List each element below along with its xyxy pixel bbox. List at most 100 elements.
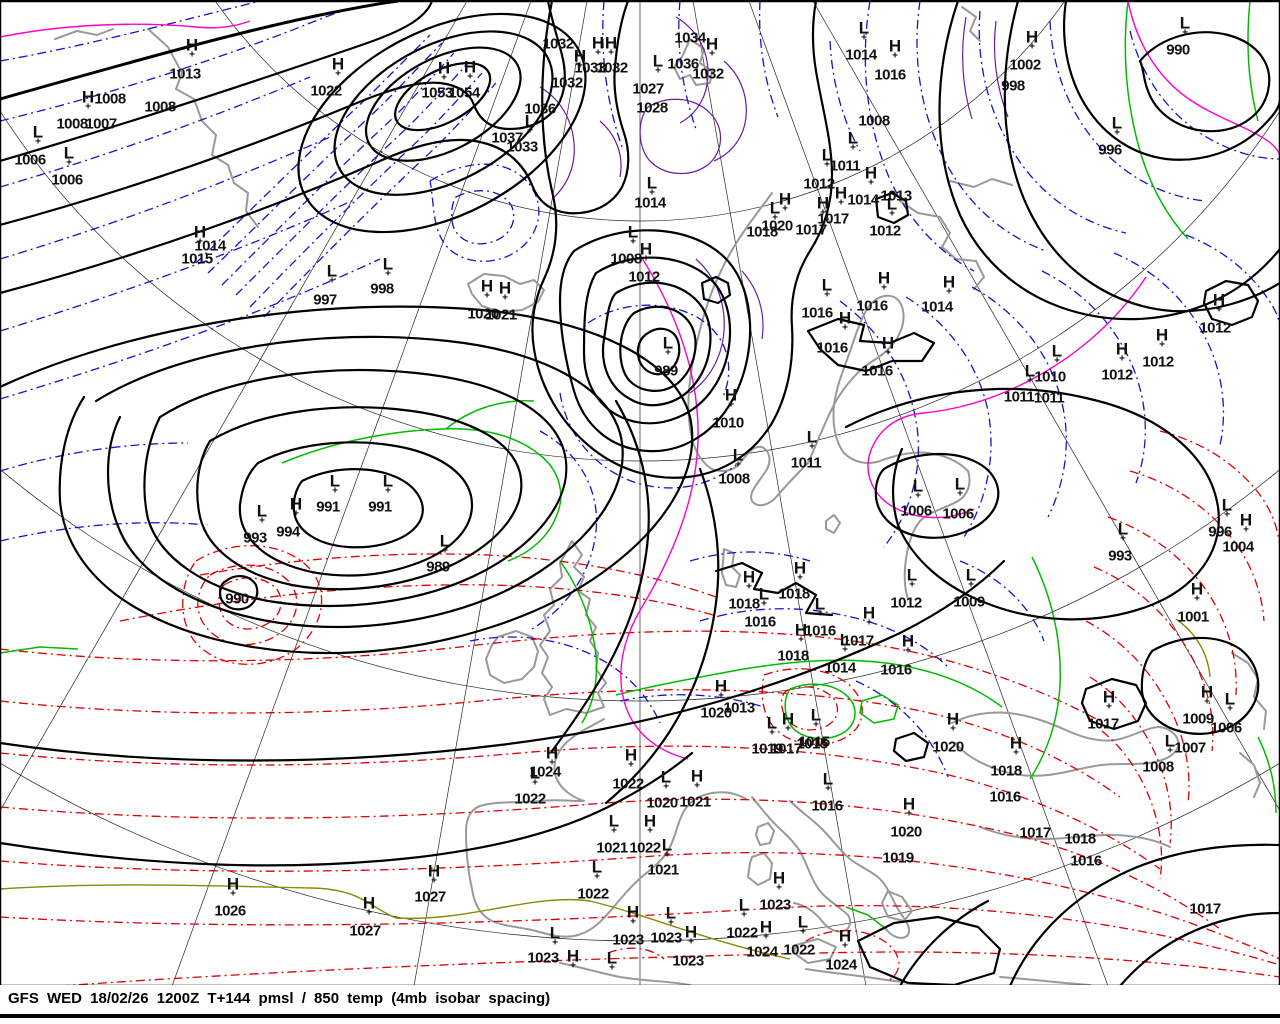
pressure-value: 1014 <box>824 659 856 677</box>
pressure-value: 993 <box>243 529 267 547</box>
high-marker: H + <box>566 946 580 972</box>
center-cross: + <box>655 65 661 77</box>
pressure-value: 1006 <box>1210 719 1242 737</box>
high-marker: H + <box>946 709 960 735</box>
low-marker: L + <box>1117 519 1129 545</box>
high-marker: H + <box>1212 290 1226 316</box>
pressure-value: 1032 <box>542 35 574 53</box>
center-cross: + <box>915 490 921 502</box>
pressure-value: 1012 <box>1101 366 1133 384</box>
pressure-value: 1018 <box>778 585 810 603</box>
pressure-value: 1004 <box>1222 538 1254 556</box>
center-cross: + <box>842 322 848 334</box>
pressure-value: 1007 <box>1174 739 1206 757</box>
pressure-value: 1008 <box>718 470 750 488</box>
high-marker: H + <box>862 603 876 629</box>
center-cross: + <box>442 545 448 557</box>
pressure-value: 994 <box>276 523 300 541</box>
high-marker: H + <box>1025 27 1039 53</box>
high-marker: H + <box>901 631 915 657</box>
pressure-value: 1012 <box>1142 353 1174 371</box>
center-cross: + <box>189 49 195 61</box>
pressure-value: 1037 <box>491 129 523 147</box>
low-marker: L + <box>32 122 44 148</box>
pressure-value: 1022 <box>514 790 546 808</box>
center-cross: + <box>1182 27 1188 39</box>
pressure-value: 1017 <box>817 210 849 228</box>
pressure-value: 990 <box>225 590 249 608</box>
pressure-value: 1008 <box>56 115 88 133</box>
high-marker: H + <box>193 222 207 248</box>
low-marker: L + <box>821 145 833 171</box>
pressure-value: 1020 <box>890 823 922 841</box>
pressure-value: 1021 <box>485 306 517 324</box>
high-marker: H + <box>724 385 738 411</box>
pressure-value: 1026 <box>214 902 246 920</box>
pressure-value: 1014 <box>921 298 953 316</box>
center-cross: + <box>728 399 734 411</box>
pressure-value: 1011 <box>1003 388 1035 406</box>
low-marker: L + <box>1221 495 1233 521</box>
pressure-value: 1036 <box>524 100 556 118</box>
center-cross: + <box>1224 509 1230 521</box>
high-marker: H + <box>1009 733 1023 759</box>
center-cross: + <box>881 282 887 294</box>
pressure-value: 1016 <box>1070 852 1102 870</box>
pressure-value: 1016 <box>816 339 848 357</box>
pressure-value: 1020 <box>932 738 964 756</box>
pressure-value: 1023 <box>527 949 559 967</box>
center-cross: + <box>797 572 803 584</box>
pressure-value: 1013 <box>880 187 912 205</box>
center-cross: + <box>838 197 844 209</box>
low-marker: L + <box>810 705 822 731</box>
low-marker: L + <box>382 471 394 497</box>
pressure-value: 1023 <box>759 896 791 914</box>
center-cross: + <box>608 47 614 59</box>
high-marker: H + <box>591 33 605 59</box>
low-marker: L + <box>63 143 75 169</box>
low-marker: L + <box>806 427 818 453</box>
low-marker: L + <box>439 531 451 557</box>
center-cross: + <box>1167 745 1173 757</box>
pressure-value: 1017 <box>795 221 827 239</box>
pressure-value: 1015 <box>181 250 213 268</box>
pressure-value: 1021 <box>679 793 711 811</box>
pressure-value: 1032 <box>692 65 724 83</box>
center-cross: + <box>366 907 372 919</box>
center-cross: + <box>467 71 473 83</box>
center-cross: + <box>35 136 41 148</box>
center-cross: + <box>694 780 700 792</box>
pressure-value: 1023 <box>612 931 644 949</box>
pressure-value: 1012 <box>803 175 835 193</box>
olive-temp-line <box>0 618 1211 960</box>
magenta-temp-line <box>0 1 1280 760</box>
pressure-value: 1002 <box>1009 56 1041 74</box>
pressure-value: 989 <box>426 558 450 576</box>
high-marker: H + <box>626 902 640 928</box>
high-marker: H + <box>714 676 728 702</box>
pressure-value: 1020 <box>761 217 793 235</box>
low-marker: L + <box>326 261 338 287</box>
center-cross: + <box>66 157 72 169</box>
center-cross: + <box>809 441 815 453</box>
low-marker: L + <box>1111 113 1123 139</box>
pressure-value: 991 <box>316 498 340 516</box>
center-cross: + <box>950 723 956 735</box>
center-cross: + <box>866 617 872 629</box>
pressure-value: 1018 <box>777 647 809 665</box>
center-cross: + <box>776 882 782 894</box>
pressure-value: 1021 <box>596 839 628 857</box>
center-cross: + <box>663 781 669 793</box>
pressure-value: 1007 <box>85 115 117 133</box>
pressure-value: 1022 <box>612 775 644 793</box>
high-marker: H + <box>684 922 698 948</box>
center-cross: + <box>643 253 649 265</box>
pressure-value: 1008 <box>144 98 176 116</box>
pressure-value: 1036 <box>667 55 699 73</box>
pressure-value: 1022 <box>726 924 758 942</box>
low-marker: L + <box>665 903 677 929</box>
high-marker: H + <box>463 57 477 83</box>
pressure-value: 1028 <box>636 99 668 117</box>
center-cross: + <box>649 187 655 199</box>
high-marker: H + <box>794 620 808 646</box>
